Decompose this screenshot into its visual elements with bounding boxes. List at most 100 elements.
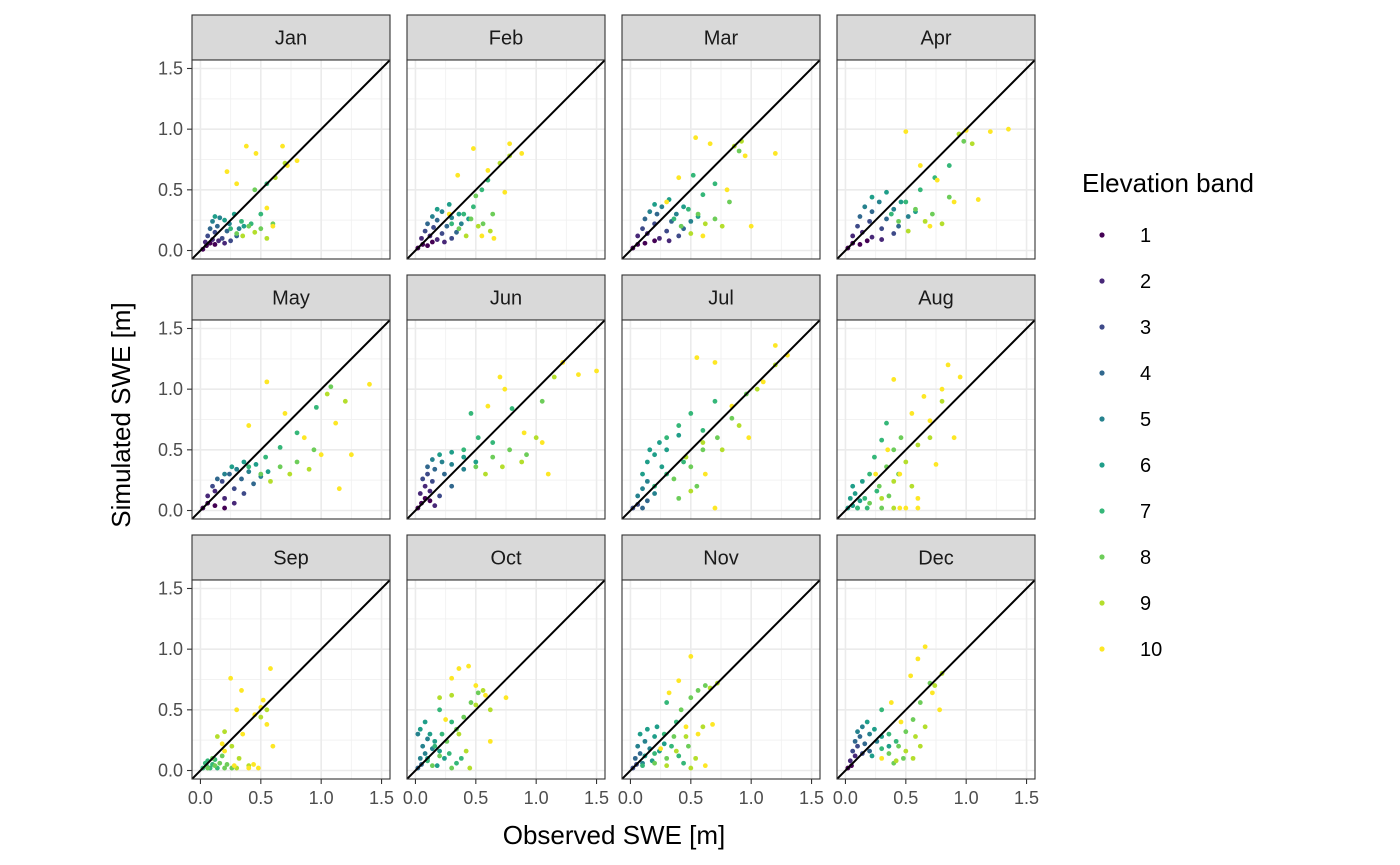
data-point [212,488,218,494]
data-point [222,471,227,477]
data-point [702,683,708,688]
data-point [712,216,718,222]
facet-points [630,654,720,771]
legend-label: 8 [1140,547,1151,569]
data-point [922,644,928,650]
one-to-one-line [407,320,605,519]
x-tick-label: 1.0 [309,788,334,808]
data-point [449,221,455,227]
data-point [913,206,918,212]
data-point [855,729,860,735]
data-point [695,211,701,217]
data-point [879,755,885,761]
data-point [922,218,928,224]
facet-strip-label: Dec [918,548,954,570]
legend-label: 2 [1140,271,1151,293]
facet-strip [191,274,391,321]
data-point [449,235,455,241]
data-point [903,748,909,754]
data-point [417,755,423,761]
data-point [688,411,694,416]
data-point [260,697,266,703]
facet-strip-label: Jul [708,288,734,310]
data-point [891,206,897,212]
data-point [951,199,957,205]
panel-border [406,59,606,260]
data-point [640,471,645,477]
data-point [432,466,438,472]
data-point [449,675,455,681]
data-point [886,493,892,499]
data-point [480,221,486,227]
data-point [879,226,885,232]
data-point [219,478,225,484]
data-point [671,734,677,739]
data-point [879,707,885,713]
data-point [521,430,527,436]
data-point [654,211,660,217]
facet-dec: Dec [836,534,1036,780]
data-point [473,193,479,199]
data-point [748,223,754,229]
facet-strip [836,14,1036,61]
facet-sep: Sep [191,534,391,780]
data-point [551,374,557,380]
data-point [420,743,426,749]
data-point [422,751,428,756]
data-point [227,471,232,477]
data-point [669,743,674,749]
data-point [635,493,641,499]
data-point [264,235,270,241]
data-point [229,743,235,749]
data-point [251,481,256,487]
data-point [483,692,488,698]
data-point [258,471,264,477]
data-point [246,765,252,771]
data-point [695,688,701,693]
data-point [642,738,648,744]
data-point [644,498,650,504]
data-point [417,491,423,496]
data-point [642,216,648,222]
data-point [690,172,696,178]
data-point [252,187,258,193]
data-point [659,464,665,470]
y-tick-label: 0.5 [158,180,183,200]
data-point [258,714,264,720]
data-point [642,240,648,246]
data-point [455,172,461,178]
data-point [475,223,481,229]
facet-strip [621,534,821,581]
data-point [480,688,486,693]
data-point [207,226,213,232]
data-point [884,189,889,195]
data-point [231,486,237,492]
data-point [479,187,485,193]
data-point [927,418,933,424]
data-point [891,505,897,511]
data-point [205,233,211,239]
data-point [702,221,708,227]
data-point [637,751,643,756]
data-point [205,765,211,771]
data-point [270,743,276,749]
data-point [463,233,469,239]
data-point [507,447,513,453]
data-point [760,379,766,385]
data-point [676,495,682,501]
facet-strip-label: Feb [489,28,523,50]
x-tick-label: 1.0 [739,788,764,808]
data-point [917,187,923,193]
data-point [222,495,227,501]
data-point [879,495,885,501]
data-point [265,469,271,475]
data-point [939,386,945,392]
x-tick-label: 0.5 [893,788,918,808]
one-to-one-line [837,580,1035,779]
x-tick-label: 0.5 [463,788,488,808]
legend-key [1099,646,1105,652]
data-point [425,243,430,249]
data-point [917,700,923,705]
data-point [264,205,270,211]
data-point [576,372,581,378]
